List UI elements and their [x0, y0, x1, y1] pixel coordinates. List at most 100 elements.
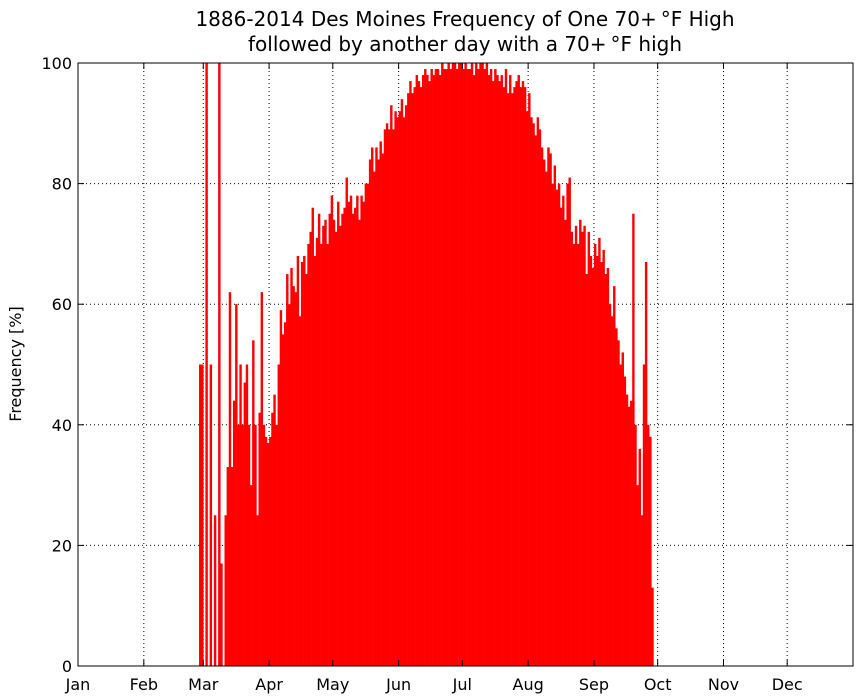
bar [625, 394, 629, 666]
x-tick-label: Aug [513, 675, 544, 694]
x-tick-label: Oct [644, 675, 672, 694]
bar [237, 424, 240, 666]
x-tick-label: Nov [708, 675, 739, 694]
bar [608, 304, 612, 666]
y-axis-label: Frequency [%] [6, 306, 25, 421]
y-tick-label: 60 [52, 295, 72, 314]
bar [445, 69, 448, 666]
bar [600, 261, 603, 666]
bar [568, 177, 571, 666]
bar [283, 322, 287, 666]
y-tick-label: 80 [52, 175, 72, 194]
bar [273, 394, 276, 666]
bar [538, 129, 542, 666]
bar [347, 201, 351, 666]
bar [555, 189, 559, 666]
bar [396, 117, 399, 666]
bar [494, 69, 497, 666]
bar [300, 261, 304, 666]
bar [604, 274, 607, 666]
bar [430, 69, 433, 666]
bar [252, 340, 255, 666]
chart-subtitle: followed by another day with a 70+ °F hi… [248, 32, 682, 56]
bar [521, 81, 525, 667]
bar [443, 69, 446, 666]
bar [205, 63, 208, 666]
bar [621, 352, 624, 666]
bar [358, 219, 361, 666]
bar [602, 249, 605, 666]
bar [351, 213, 355, 666]
bar [307, 243, 310, 666]
bar [286, 274, 289, 666]
bar [349, 195, 353, 666]
x-tick-label: Jul [452, 675, 472, 694]
bar [213, 515, 217, 666]
bar [511, 93, 514, 666]
bar [470, 63, 474, 666]
bar [354, 207, 357, 666]
bar [256, 515, 259, 666]
bar [398, 111, 402, 667]
bar [593, 243, 597, 666]
bar [647, 424, 650, 666]
bar [487, 75, 491, 666]
bar [579, 219, 582, 666]
bar [383, 129, 387, 666]
bar [258, 412, 261, 666]
bar [366, 183, 370, 666]
bar [377, 159, 380, 667]
bar [591, 268, 595, 666]
bar [345, 177, 348, 666]
bar [585, 274, 588, 666]
x-tick-label: Jan [65, 675, 91, 694]
bar [394, 111, 397, 667]
bar [411, 93, 414, 666]
y-tick-label: 0 [62, 657, 72, 676]
bar [545, 171, 548, 667]
bar [649, 436, 652, 666]
bar [328, 213, 331, 666]
bar [562, 195, 565, 666]
bar [388, 129, 391, 666]
bar [632, 213, 635, 666]
y-tick-labels: 0 20 40 60 80 100 [41, 54, 72, 676]
bar [475, 63, 478, 666]
bar [576, 243, 580, 666]
chart-title: 1886-2014 Des Moines Frequency of One 70… [195, 7, 734, 31]
bar [574, 225, 578, 666]
bar [337, 201, 340, 666]
bar [375, 147, 378, 667]
bar [239, 364, 242, 666]
bar [449, 69, 452, 666]
bar [381, 153, 385, 666]
bar [230, 467, 234, 666]
x-tick-labels: Jan Feb Mar Apr May Jun Jul Aug Sep Oct Nov Dec [65, 675, 803, 694]
bar-series [199, 63, 654, 667]
bar [515, 81, 518, 667]
bar [502, 87, 506, 667]
bar [317, 213, 321, 666]
bar [311, 207, 314, 666]
bar [583, 225, 586, 666]
bar [235, 304, 238, 666]
bar [596, 255, 599, 666]
bar [339, 225, 342, 666]
bar [368, 159, 372, 667]
bar [309, 231, 312, 666]
bar [392, 129, 395, 666]
bar [226, 467, 230, 666]
bar [513, 87, 516, 667]
bar [294, 292, 297, 666]
x-tick-label: Dec [772, 675, 803, 694]
bar [466, 69, 469, 666]
bar [564, 219, 567, 666]
bar [201, 364, 204, 666]
bar [249, 485, 253, 666]
bar [400, 99, 404, 667]
bar [432, 75, 436, 666]
bar [275, 424, 278, 666]
bar [441, 63, 444, 666]
bar [313, 255, 317, 666]
